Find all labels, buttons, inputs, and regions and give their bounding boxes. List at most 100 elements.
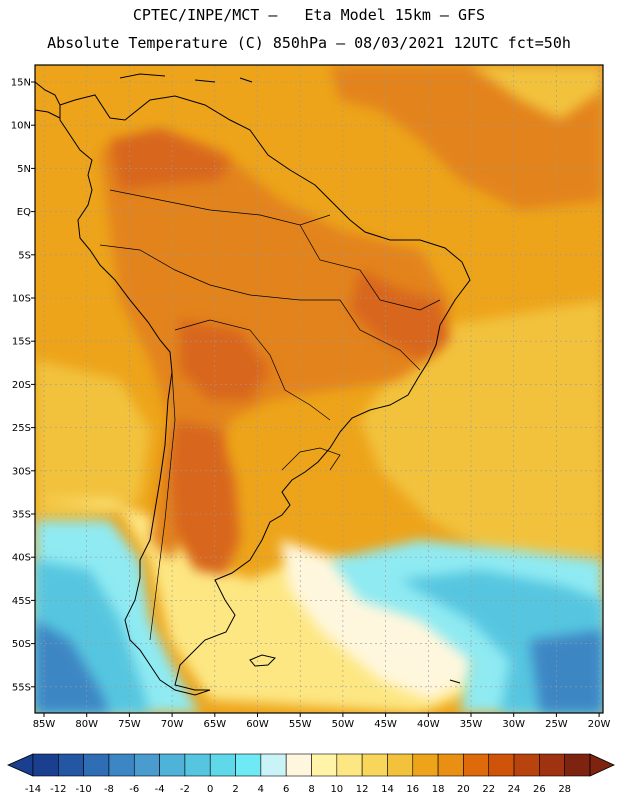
colorbar-swatch bbox=[83, 753, 110, 777]
longitude-labels: 85W 80W 75W 70W 65W 60W 55W 50W 45W 40W 35W 30W 25W 2… bbox=[33, 713, 611, 730]
lat-tick-label: 5S bbox=[18, 250, 31, 261]
colorbar-swatch bbox=[361, 753, 388, 777]
colorbar-swatch bbox=[387, 753, 414, 777]
colorbar-tick-label: 24 bbox=[508, 784, 521, 795]
colorbar-swatch bbox=[513, 753, 540, 777]
colorbar-tick-label: 4 bbox=[258, 784, 264, 795]
colorbar-tick-label: 28 bbox=[558, 784, 571, 795]
lat-tick-label: 10S bbox=[12, 294, 31, 305]
colorbar-tick-label: 16 bbox=[406, 784, 419, 795]
lon-tick-label: 75W bbox=[118, 719, 141, 730]
colorbar-swatch bbox=[311, 753, 338, 777]
lat-tick-label: 45S bbox=[12, 596, 31, 607]
colorbar-tick-label: -12 bbox=[50, 784, 66, 795]
lat-tick-label: 20S bbox=[12, 380, 31, 391]
field-northeast-cool bbox=[470, 65, 603, 120]
colorbar-tick-label: 6 bbox=[283, 784, 289, 795]
colorbar-tick-label: 22 bbox=[482, 784, 495, 795]
field-venezuela-hot bbox=[110, 130, 230, 190]
lon-tick-label: 80W bbox=[75, 719, 98, 730]
lon-tick-label: 55W bbox=[289, 719, 312, 730]
colorbar-swatch bbox=[437, 753, 464, 777]
border-uruguay bbox=[281, 447, 341, 471]
lat-tick-label: 30S bbox=[12, 466, 31, 477]
colorbar-low-arrow bbox=[7, 753, 34, 777]
central-america-coastline bbox=[35, 81, 61, 119]
lat-tick-label: 40S bbox=[12, 553, 31, 564]
colorbar-tick-label: -10 bbox=[75, 784, 91, 795]
colorbar: -14 -12 -10 -8 -6 -4 -2 0 2 4 6 8 10 12 14 16 18 20 22 24 26… bbox=[7, 753, 615, 795]
lat-tick-label: 35S bbox=[12, 510, 31, 521]
lat-tick-label: 55S bbox=[12, 682, 31, 693]
colorbar-swatch bbox=[412, 753, 439, 777]
lon-tick-label: 40W bbox=[417, 719, 440, 730]
colorbar-tick-label: -14 bbox=[25, 784, 41, 795]
colorbar-high-arrow bbox=[589, 753, 615, 777]
colorbar-swatch bbox=[463, 753, 490, 777]
colorbar-swatch bbox=[235, 753, 262, 777]
colorbar-tick-label: -2 bbox=[180, 784, 190, 795]
coastlines bbox=[35, 73, 471, 696]
map-frame bbox=[34, 64, 604, 714]
lon-tick-label: 50W bbox=[332, 719, 355, 730]
falkland-islands bbox=[249, 654, 276, 667]
lat-tick-label: 5N bbox=[17, 164, 31, 175]
colorbar-tick-label: 10 bbox=[330, 784, 343, 795]
lat-lon-grid bbox=[35, 65, 603, 713]
colorbar-tick-label: 20 bbox=[457, 784, 470, 795]
lon-tick-label: 45W bbox=[374, 719, 397, 730]
colorbar-swatch bbox=[184, 753, 211, 777]
colorbar-tick-label: 2 bbox=[232, 784, 238, 795]
colorbar-swatch bbox=[159, 753, 186, 777]
lon-tick-label: 85W bbox=[33, 719, 56, 730]
colorbar-swatch bbox=[564, 753, 591, 777]
colorbar-tick-label: 0 bbox=[207, 784, 213, 795]
colorbar-swatch bbox=[32, 753, 59, 777]
field-pacific-coldest bbox=[35, 620, 110, 713]
colorbar-swatch bbox=[209, 753, 236, 777]
south-georgia bbox=[449, 679, 461, 684]
lon-tick-label: 35W bbox=[460, 719, 483, 730]
temperature-field bbox=[35, 65, 603, 713]
lat-tick-label: EQ bbox=[17, 207, 31, 218]
lon-tick-label: 30W bbox=[502, 719, 525, 730]
lat-tick-label: 15N bbox=[11, 78, 31, 89]
colorbar-swatch bbox=[336, 753, 363, 777]
map-title-line-1: CPTEC/INPE/MCT – Eta Model 15km – GFS bbox=[132, 6, 486, 24]
field-argentina-hot bbox=[170, 420, 240, 575]
colorbar-tick-label: -4 bbox=[155, 784, 165, 795]
colorbar-tick-label: 14 bbox=[381, 784, 394, 795]
field-pacific-moderate bbox=[35, 360, 150, 520]
lon-tick-label: 65W bbox=[203, 719, 226, 730]
colorbar-tick-label: 18 bbox=[432, 784, 445, 795]
map-title-line-2: Absolute Temperature (C) 850hPa – 08/03/… bbox=[47, 34, 571, 52]
border-bolivia-paraguay bbox=[174, 319, 331, 421]
colorbar-swatch bbox=[58, 753, 84, 777]
colorbar-tick-label: 8 bbox=[308, 784, 314, 795]
colorbar-swatch bbox=[108, 753, 135, 777]
border-brazil-states bbox=[299, 224, 441, 371]
colorbar-tick-label: 12 bbox=[356, 784, 369, 795]
colorbar-tick-label: 26 bbox=[533, 784, 546, 795]
lon-tick-label: 70W bbox=[161, 719, 184, 730]
colorbar-swatch bbox=[133, 753, 160, 777]
border-andean bbox=[99, 244, 340, 301]
lat-tick-label: 15S bbox=[12, 337, 31, 348]
latitude-labels: 15N 10N 5N EQ 5S 10S 15S 20S 25S 30S 35S 40S 45S 50S 5… bbox=[11, 78, 35, 693]
colorbar-swatch bbox=[260, 753, 287, 777]
border-argentina-chile bbox=[149, 371, 176, 641]
caribbean-islands bbox=[119, 73, 253, 83]
lon-tick-label: 25W bbox=[545, 719, 568, 730]
lat-tick-label: 50S bbox=[12, 639, 31, 650]
lat-tick-label: 10N bbox=[11, 121, 31, 132]
colorbar-tick-label: -6 bbox=[129, 784, 139, 795]
lon-tick-label: 60W bbox=[246, 719, 269, 730]
field-atlantic-coldest bbox=[530, 630, 603, 713]
field-south-atlantic-moderate bbox=[360, 300, 603, 560]
south-america-coastline bbox=[59, 94, 471, 696]
country-borders bbox=[99, 189, 441, 641]
field-front-lightest bbox=[280, 540, 480, 700]
field-chaco-hot bbox=[180, 320, 270, 400]
border-northern bbox=[109, 189, 331, 226]
